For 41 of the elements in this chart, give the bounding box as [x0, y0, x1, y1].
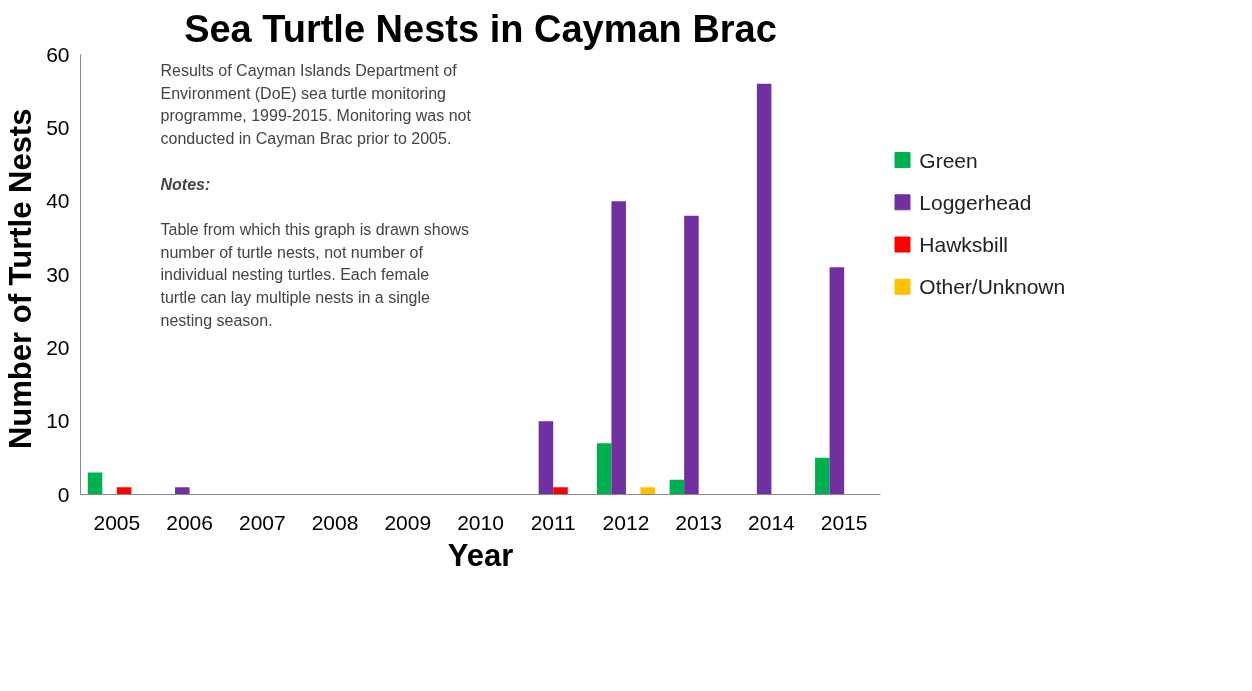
y-tick-label: 10 [46, 409, 70, 433]
annotation: Results of Cayman Islands Department of Environment (DoE) sea turtle monitoring programme, 1999-2015. Monitoring was not conducted in Cayman Brac prior to 2005. [160, 61, 472, 148]
y-tick-label: 30 [46, 262, 70, 286]
bar [538, 421, 554, 495]
bar [611, 201, 626, 495]
x-tick-label: 2005 [93, 510, 141, 534]
bar [87, 472, 103, 495]
x-tick-label: 2008 [311, 510, 359, 534]
bar [829, 267, 845, 495]
legend-label: Other/Unknown [919, 275, 1066, 299]
annotation: Notes: [160, 175, 211, 193]
bar [553, 487, 568, 495]
bar [815, 457, 830, 495]
legend-label: Hawksbill [919, 233, 1008, 256]
y-tick-label: 50 [46, 115, 70, 139]
y-tick-label: 20 [46, 335, 70, 359]
legend-label: Green [919, 148, 978, 172]
bar [684, 215, 699, 495]
bar [756, 83, 772, 495]
bar [116, 487, 132, 495]
bar [669, 479, 685, 495]
y-tick-label: 60 [46, 42, 70, 66]
x-axis-title: Year [447, 537, 514, 573]
x-tick-label: 2015 [820, 510, 868, 534]
x-tick-label: 2014 [748, 510, 796, 534]
x-tick-label: 2013 [675, 510, 723, 534]
y-tick-label: 0 [57, 482, 70, 506]
y-tick-label: 40 [46, 189, 70, 213]
x-tick-label: 2012 [602, 510, 650, 534]
y-axis-title: Number of Turtle Nests [3, 108, 39, 450]
x-tick-label: 2010 [457, 510, 504, 534]
chart-title: Sea Turtle Nests in Cayman Brac [184, 7, 777, 50]
bar [175, 487, 190, 495]
bar [596, 443, 612, 495]
x-tick-label: 2007 [238, 510, 286, 534]
legend-label: Loggerhead [919, 190, 1032, 214]
x-tick-label: 2011 [530, 510, 576, 534]
x-tick-label: 2009 [384, 510, 432, 534]
bar [640, 487, 656, 495]
x-tick-label: 2006 [166, 510, 213, 534]
annotation: Table from which this graph is drawn shows number of turtle nests, not number of individual nesting turtles. Each female turtle can lay multiple nests in a single nesting season. [160, 220, 470, 329]
